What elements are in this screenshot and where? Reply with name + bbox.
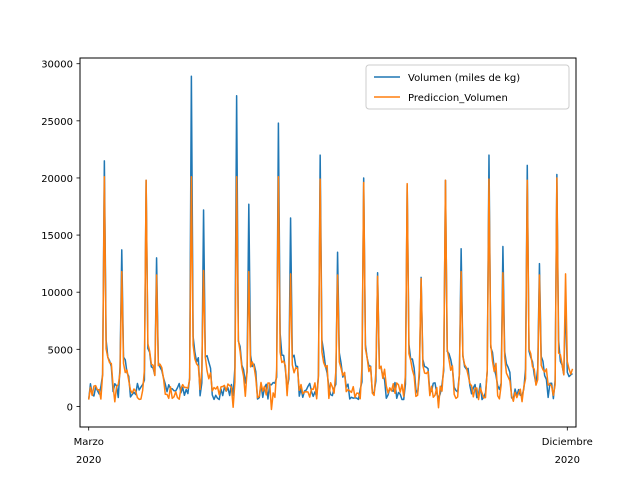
series-layer (87, 75, 574, 411)
y-tick-label: 30000 (41, 60, 73, 71)
legend-label: Volumen (miles de kg) (408, 73, 520, 84)
legend: Volumen (miles de kg) Prediccion_Volumen (365, 64, 570, 110)
y-tick-label: 0 (67, 402, 73, 413)
y-tick-label: 15000 (41, 231, 73, 242)
series-line-prediccion (87, 176, 574, 411)
x-tick-label-year: 2020 (76, 455, 101, 466)
legend-box (365, 64, 570, 110)
y-axis: 0 5000 10000 15000 20000 25000 30000 (41, 60, 80, 413)
y-tick-label: 10000 (41, 288, 73, 299)
x-axis: Marzo 2020 Diciembre 2020 (74, 427, 593, 466)
x-tick-label-month: Diciembre (542, 437, 593, 448)
axes-frame (79, 57, 577, 428)
x-tick-label-month: Marzo (74, 437, 104, 448)
y-tick-label: 25000 (41, 117, 73, 128)
series-line-volumen (87, 75, 573, 401)
y-tick-label: 20000 (41, 174, 73, 185)
x-tick-label-year: 2020 (555, 455, 580, 466)
y-tick-label: 5000 (48, 345, 73, 356)
legend-label: Prediccion_Volumen (408, 93, 508, 104)
